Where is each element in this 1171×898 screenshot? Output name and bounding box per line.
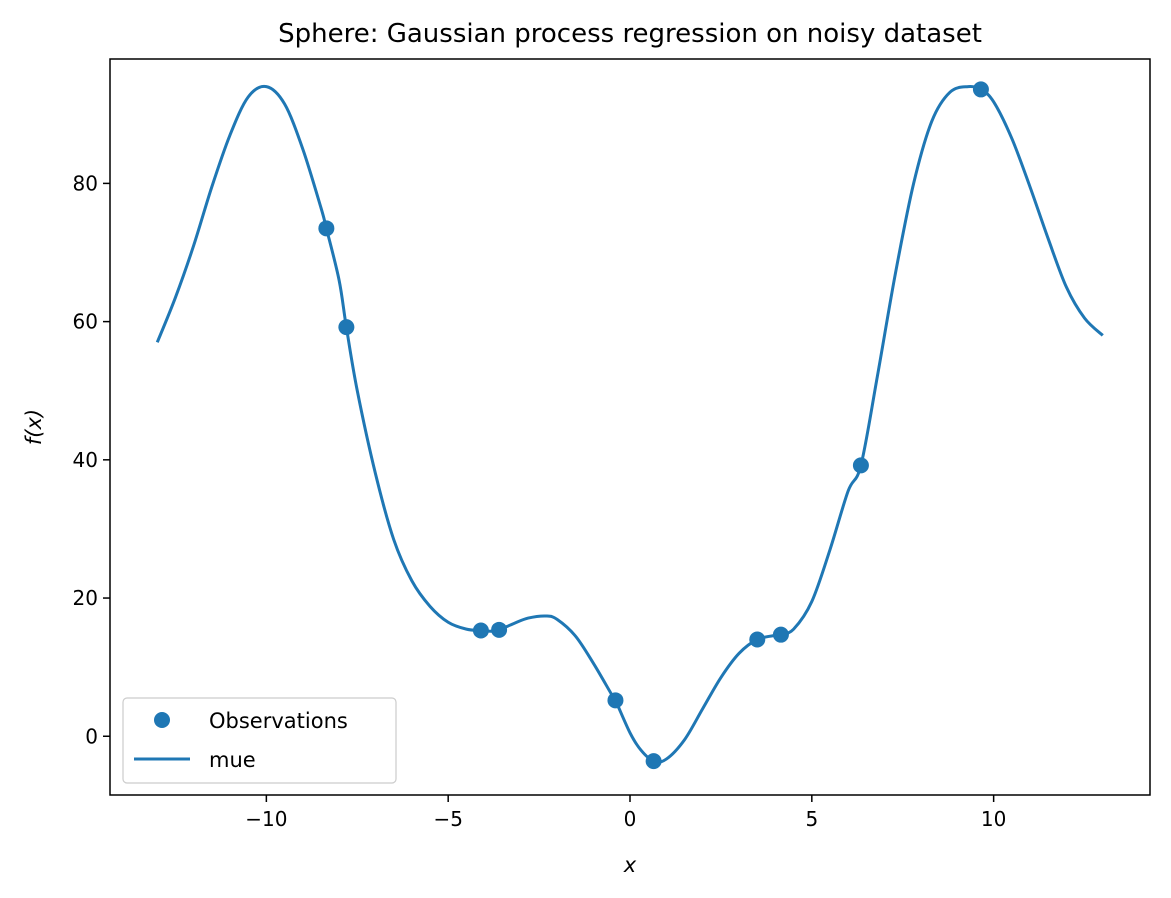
observation-point (772, 626, 789, 643)
legend-mue-label: mue (209, 748, 256, 772)
observation-point (338, 319, 355, 336)
legend: Observations mue (122, 697, 397, 784)
x-tick-label: 10 (981, 807, 1006, 831)
x-axis-label: x (623, 853, 637, 877)
plot-frame (109, 58, 1151, 796)
observation-point (607, 692, 624, 709)
y-tick-label: 80 (73, 171, 98, 195)
observation-point (852, 457, 869, 474)
observation-point (472, 622, 489, 639)
series-line-mue (155, 84, 1104, 764)
observation-point (972, 81, 989, 98)
y-tick-label: 40 (73, 448, 98, 472)
observation-point (318, 220, 335, 237)
legend-box (122, 697, 397, 784)
x-tick-label: −10 (245, 807, 287, 831)
observation-point (645, 753, 662, 770)
chart-title: Sphere: Gaussian process regression on n… (278, 19, 982, 49)
y-tick-label: 0 (85, 724, 98, 748)
legend-observations-marker (154, 712, 170, 728)
observation-point (749, 631, 766, 648)
legend-observations-label: Observations (209, 709, 348, 733)
y-axis: 0 20 40 60 80 (73, 171, 110, 748)
x-axis: −10 −5 0 5 10 (245, 795, 1006, 831)
y-tick-label: 20 (73, 586, 98, 610)
y-tick-label: 60 (73, 310, 98, 334)
x-tick-label: −5 (433, 807, 462, 831)
series-layer (155, 81, 1104, 770)
y-axis-label: f(x) (22, 409, 46, 445)
observation-point (491, 621, 508, 638)
x-tick-label: 0 (624, 807, 637, 831)
x-tick-label: 5 (805, 807, 818, 831)
